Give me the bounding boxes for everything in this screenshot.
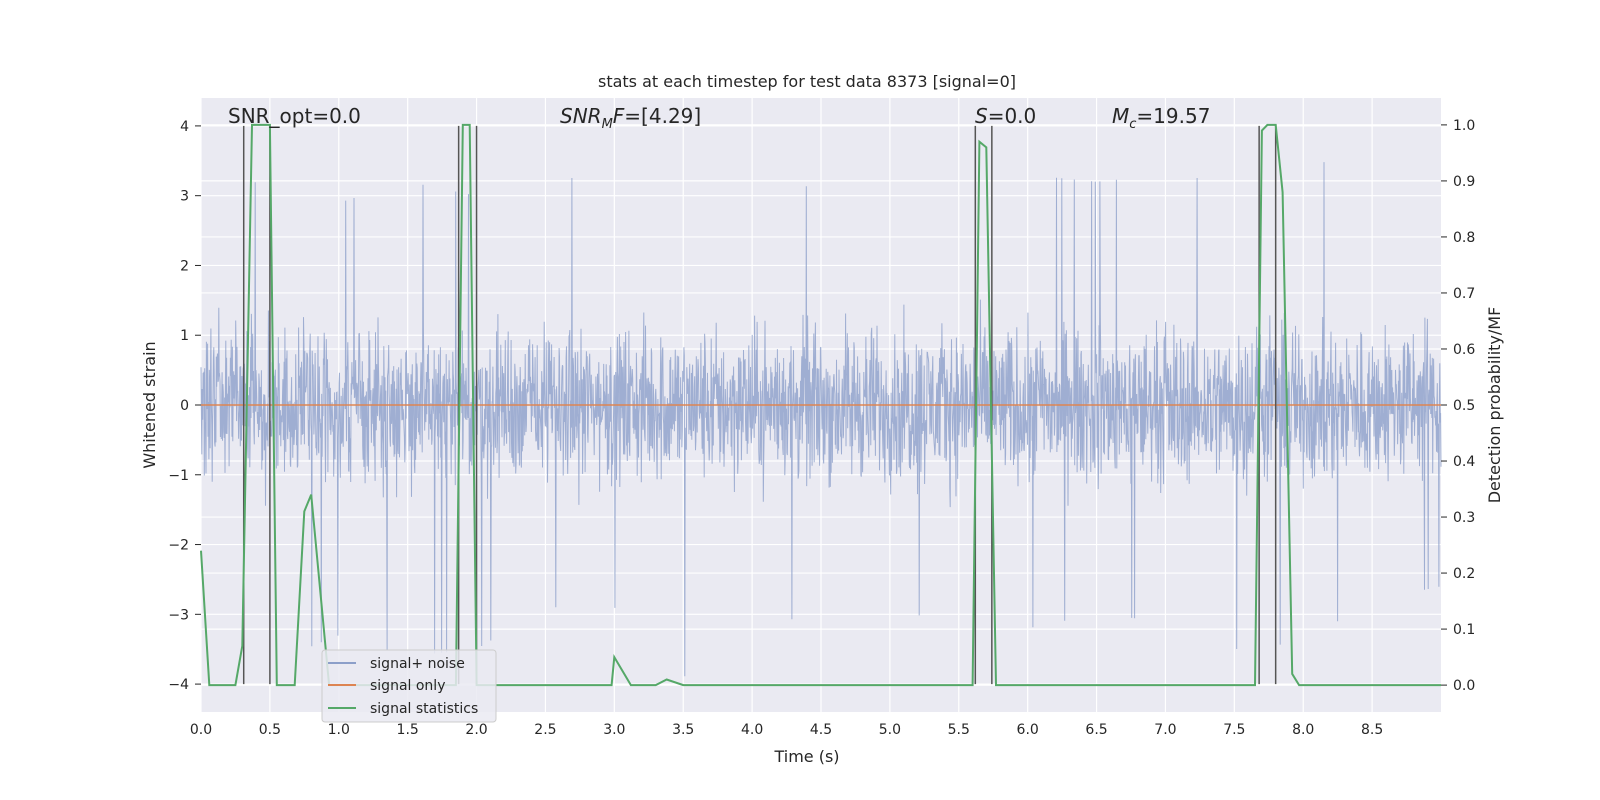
x-tick-label: 1.5: [397, 722, 419, 738]
legend: signal+ noise signal only signal statist…: [321, 649, 497, 723]
legend-label-signal-only: signal only: [370, 678, 445, 694]
y2-tick-label: 0.4: [1453, 454, 1475, 470]
y2-tick-label: 0.2: [1453, 566, 1475, 582]
y-tick-label: 0: [180, 398, 189, 414]
x-tick-label: 5.5: [948, 722, 970, 738]
y2-tick-label: 0.3: [1453, 510, 1475, 526]
y-axis-label: Whitened strain: [140, 341, 159, 468]
y2-tick-label: 0.7: [1453, 286, 1475, 302]
legend-label-signal-statistics: signal statistics: [370, 701, 478, 717]
y2-tick-label: 1.0: [1453, 118, 1475, 134]
x-tick-label: 4.5: [810, 722, 832, 738]
legend-label-signal-noise: signal+ noise: [370, 656, 465, 672]
x-tick-label: 0.5: [259, 722, 281, 738]
x-tick-label: 8.0: [1292, 722, 1314, 738]
signal-statistics-line: [200, 123, 1441, 687]
y-tick-label: −2: [168, 538, 189, 554]
x-tick-label: 1.0: [328, 722, 350, 738]
x-tick-label: 6.0: [1017, 722, 1039, 738]
x-tick-label: 5.0: [879, 722, 901, 738]
y-tick-label: −3: [168, 607, 189, 623]
x-tick-label: 6.5: [1085, 722, 1107, 738]
y2-tick-label: 0.5: [1453, 398, 1475, 414]
x-tick-label: 2.0: [465, 722, 487, 738]
y2-tick-label: 0.1: [1453, 622, 1475, 638]
x-tick-label: 3.0: [603, 722, 625, 738]
legend-box: [321, 649, 497, 723]
chart-title: stats at each timestep for test data 837…: [598, 72, 1016, 91]
x-tick-label: 7.5: [1223, 722, 1245, 738]
y-tick-label: 3: [180, 189, 189, 205]
x-axis-label: Time (s): [773, 747, 839, 766]
y2-tick-label: 0.8: [1453, 230, 1475, 246]
y-tick-label: −4: [168, 677, 189, 693]
annotation-snr-mf: SNRMF=[4.29]: [560, 104, 701, 132]
x-tick-label: 0.0: [190, 722, 212, 738]
y-tick-label: 2: [180, 258, 189, 274]
x-tick-label: 8.5: [1361, 722, 1383, 738]
annotation-s: S=0.0: [975, 104, 1036, 128]
y2-tick-label: 0.0: [1453, 678, 1475, 694]
y2-axis-label: Detection probability/MF: [1485, 307, 1504, 504]
y2-tick-label: 0.6: [1453, 342, 1475, 358]
y2-tick-label: 0.9: [1453, 174, 1475, 190]
annotation-mc: Mc=19.57: [1112, 104, 1210, 132]
x-tick-label: 2.5: [534, 722, 556, 738]
y-tick-label: 4: [180, 119, 189, 135]
x-tick-label: 4.0: [741, 722, 763, 738]
x-tick-label: 3.5: [672, 722, 694, 738]
x-tick-label: 7.0: [1154, 722, 1176, 738]
y-tick-label: −1: [168, 468, 189, 484]
y-tick-label: 1: [180, 328, 189, 344]
signal-noise-line: [200, 162, 1442, 677]
annotation-snr-opt: SNR_opt=0.0: [228, 104, 361, 128]
